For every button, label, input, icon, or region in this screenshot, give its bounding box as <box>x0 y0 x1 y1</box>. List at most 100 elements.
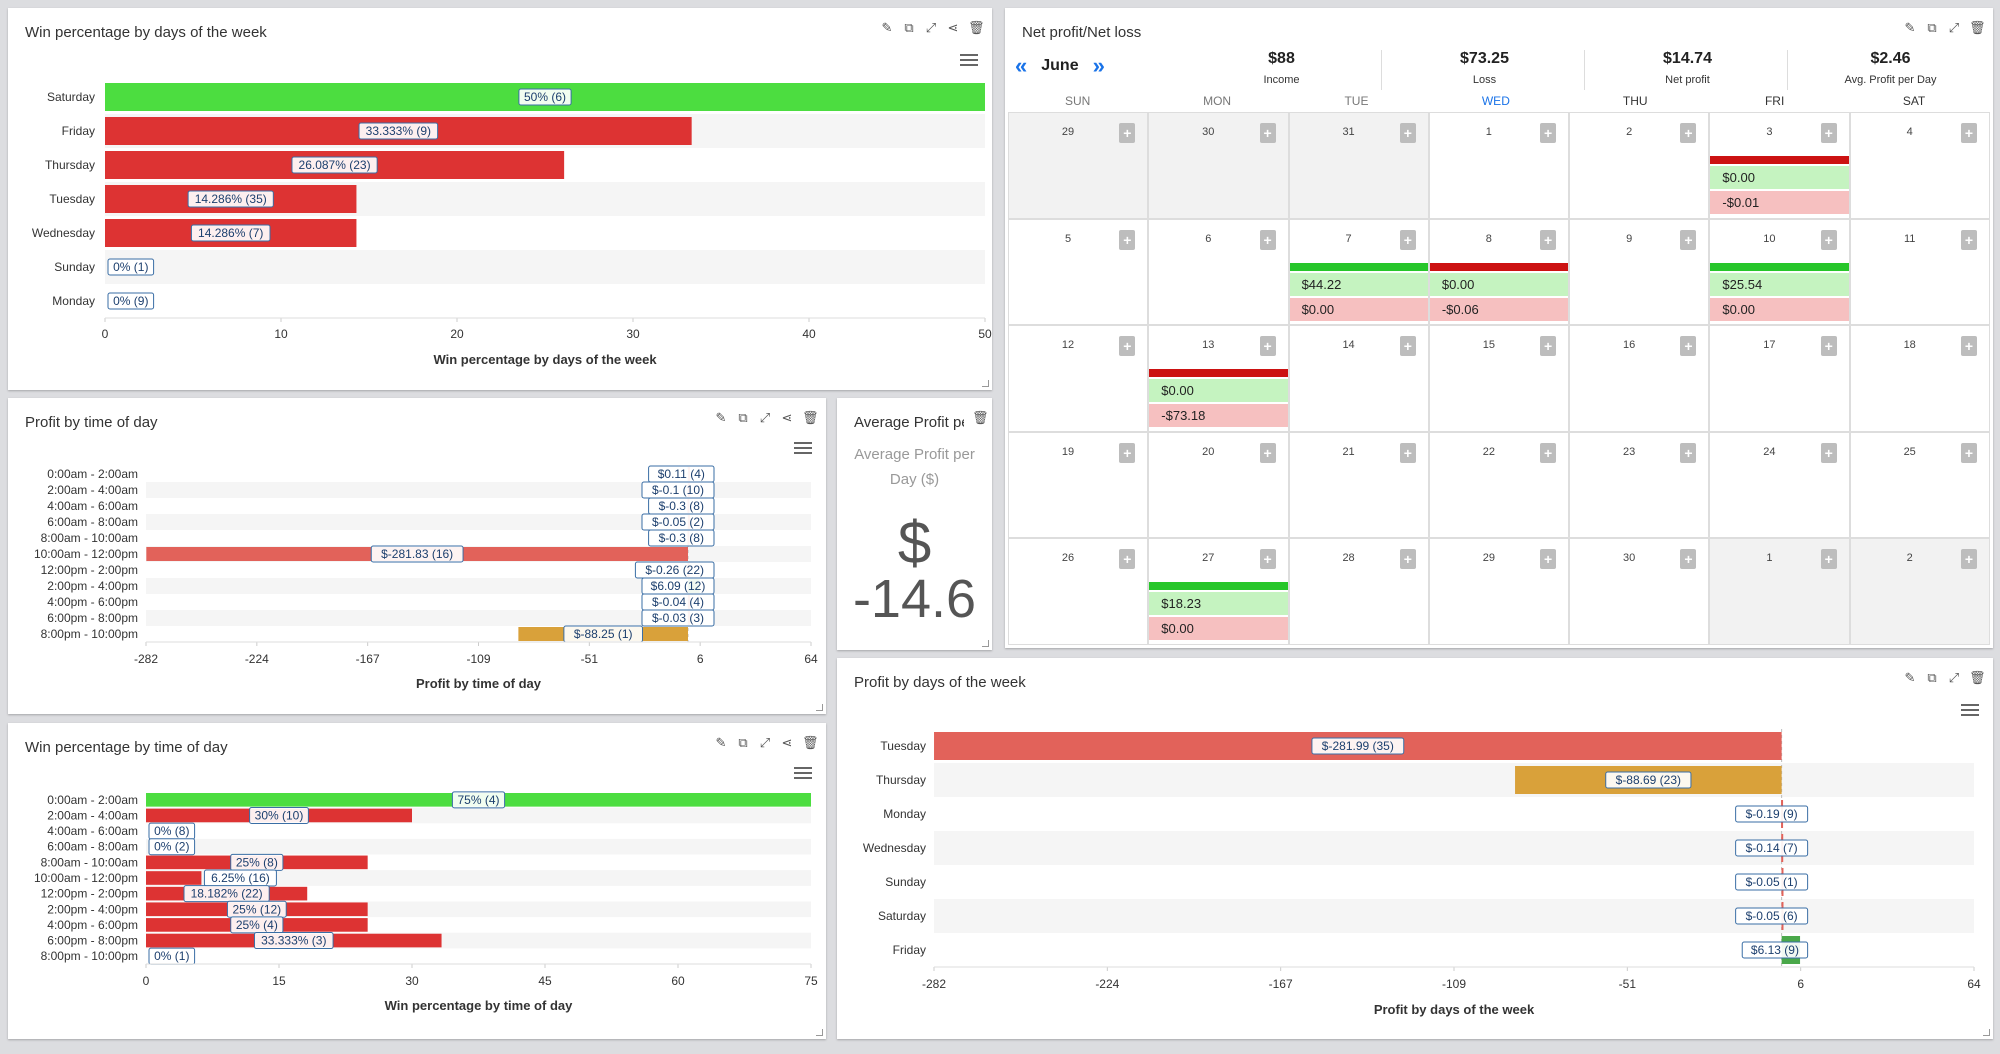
expand-icon[interactable]: ⤢ <box>925 20 937 35</box>
share-icon[interactable]: ⋖ <box>947 20 959 35</box>
add-note-icon[interactable]: + <box>1540 123 1557 143</box>
calendar-day-cell[interactable]: 24 + <box>1709 431 1850 538</box>
calendar-day-cell[interactable]: 16 + <box>1569 325 1710 432</box>
pencil-icon[interactable]: ✎ <box>1904 670 1916 685</box>
copy-icon[interactable]: ⧉ <box>738 410 748 425</box>
calendar-day-cell[interactable]: 27 + $18.23 $0.00 <box>1148 538 1289 645</box>
calendar-day-cell[interactable]: 30 + <box>1148 112 1289 219</box>
add-note-icon[interactable]: + <box>1960 549 1977 569</box>
trash-icon[interactable]: 🗑 <box>972 410 989 425</box>
calendar-day-cell[interactable]: 7 + $44.22 $0.00 <box>1288 218 1429 325</box>
add-note-icon[interactable]: + <box>1540 336 1557 356</box>
calendar-day-cell[interactable]: 21 + <box>1288 431 1429 538</box>
add-note-icon[interactable]: + <box>1820 442 1837 463</box>
add-note-icon[interactable]: + <box>1960 336 1977 356</box>
add-note-icon[interactable]: + <box>1820 549 1837 569</box>
add-note-icon[interactable]: + <box>1680 229 1697 250</box>
menu-icon[interactable] <box>794 767 812 779</box>
add-note-icon[interactable]: + <box>1399 442 1416 463</box>
add-note-icon[interactable]: + <box>1540 229 1557 250</box>
resize-handle[interactable] <box>982 380 989 387</box>
menu-icon[interactable] <box>1961 704 1979 716</box>
calendar-day-cell[interactable]: 12 + <box>1008 325 1149 432</box>
calendar-day-cell[interactable]: 4 + <box>1849 112 1990 219</box>
double-chevron-right-icon[interactable]: » <box>1092 53 1105 78</box>
calendar-day-cell[interactable]: 5 + <box>1008 218 1149 325</box>
add-note-icon[interactable]: + <box>1259 336 1276 356</box>
add-note-icon[interactable]: + <box>1960 442 1977 463</box>
add-note-icon[interactable]: + <box>1119 549 1136 569</box>
add-note-icon[interactable]: + <box>1540 549 1557 569</box>
calendar-day-cell[interactable]: 18 + <box>1849 325 1990 432</box>
calendar-day-cell[interactable]: 3 + $0.00 -$0.01 <box>1709 112 1850 219</box>
expand-icon[interactable]: ⤢ <box>1948 670 1960 685</box>
trash-icon[interactable]: 🗑 <box>802 410 819 425</box>
expand-icon[interactable]: ⤢ <box>759 410 771 425</box>
pencil-icon[interactable]: ✎ <box>715 735 727 750</box>
calendar-day-cell[interactable]: 29 + <box>1008 112 1149 219</box>
calendar-day-cell[interactable]: 1 + <box>1709 538 1850 645</box>
add-note-icon[interactable]: + <box>1119 442 1136 463</box>
resize-handle[interactable] <box>982 640 989 647</box>
calendar-day-cell[interactable]: 20 + <box>1148 431 1289 538</box>
calendar-day-cell[interactable]: 11 + <box>1849 218 1990 325</box>
calendar-day-cell[interactable]: 19 + <box>1008 431 1149 538</box>
add-note-icon[interactable]: + <box>1680 442 1697 463</box>
resize-handle[interactable] <box>1983 1029 1990 1036</box>
add-note-icon[interactable]: + <box>1820 229 1837 250</box>
calendar-day-cell[interactable]: 2 + <box>1569 112 1710 219</box>
expand-icon[interactable]: ⤢ <box>759 735 771 750</box>
calendar-day-cell[interactable]: 8 + $0.00 -$0.06 <box>1428 218 1570 325</box>
calendar-day-cell[interactable]: 30 + <box>1569 538 1710 645</box>
add-note-icon[interactable]: + <box>1259 442 1276 463</box>
pencil-icon[interactable]: ✎ <box>1904 20 1916 35</box>
calendar-day-cell[interactable]: 31 + <box>1288 112 1429 219</box>
add-note-icon[interactable]: + <box>1399 229 1416 250</box>
trash-icon[interactable]: 🗑 <box>968 20 985 35</box>
expand-icon[interactable]: ⤢ <box>1948 20 1960 35</box>
add-note-icon[interactable]: + <box>1259 229 1276 250</box>
calendar-day-cell[interactable]: 23 + <box>1569 431 1710 538</box>
trash-icon[interactable]: 🗑 <box>1969 20 1986 35</box>
pencil-icon[interactable]: ✎ <box>881 20 893 35</box>
share-icon[interactable]: ⋖ <box>781 735 793 750</box>
trash-icon[interactable]: 🗑 <box>802 735 819 750</box>
add-note-icon[interactable]: + <box>1399 336 1416 356</box>
calendar-day-cell[interactable]: 15 + <box>1428 325 1570 432</box>
double-chevron-left-icon[interactable]: « <box>1015 53 1028 78</box>
add-note-icon[interactable]: + <box>1119 336 1136 356</box>
copy-icon[interactable]: ⧉ <box>1927 20 1937 35</box>
add-note-icon[interactable]: + <box>1540 442 1557 463</box>
calendar-day-cell[interactable]: 1 + <box>1428 112 1570 219</box>
calendar-day-cell[interactable]: 17 + <box>1709 325 1850 432</box>
add-note-icon[interactable]: + <box>1820 123 1837 143</box>
add-note-icon[interactable]: + <box>1680 336 1697 356</box>
calendar-day-cell[interactable]: 10 + $25.54 $0.00 <box>1709 218 1850 325</box>
calendar-day-cell[interactable]: 6 + <box>1148 218 1289 325</box>
calendar-day-cell[interactable]: 9 + <box>1569 218 1710 325</box>
add-note-icon[interactable]: + <box>1119 123 1136 143</box>
calendar-day-cell[interactable]: 13 + $0.00 -$73.18 <box>1148 325 1289 432</box>
add-note-icon[interactable]: + <box>1680 549 1697 569</box>
menu-icon[interactable] <box>794 442 812 454</box>
add-note-icon[interactable]: + <box>1820 336 1837 356</box>
menu-icon[interactable] <box>960 54 978 66</box>
calendar-day-cell[interactable]: 26 + <box>1008 538 1149 645</box>
resize-handle[interactable] <box>816 704 823 711</box>
add-note-icon[interactable]: + <box>1259 123 1276 143</box>
resize-handle[interactable] <box>816 1029 823 1036</box>
trash-icon[interactable]: 🗑 <box>1969 670 1986 685</box>
share-icon[interactable]: ⋖ <box>781 410 793 425</box>
calendar-day-cell[interactable]: 14 + <box>1288 325 1429 432</box>
calendar-day-cell[interactable]: 29 + <box>1428 538 1570 645</box>
copy-icon[interactable]: ⧉ <box>738 735 748 750</box>
add-note-icon[interactable]: + <box>1399 123 1416 143</box>
calendar-day-cell[interactable]: 22 + <box>1428 431 1570 538</box>
add-note-icon[interactable]: + <box>1960 229 1977 250</box>
add-note-icon[interactable]: + <box>1259 549 1276 569</box>
pencil-icon[interactable]: ✎ <box>715 410 727 425</box>
copy-icon[interactable]: ⧉ <box>1927 670 1937 685</box>
add-note-icon[interactable]: + <box>1119 229 1136 250</box>
add-note-icon[interactable]: + <box>1680 123 1697 143</box>
calendar-day-cell[interactable]: 25 + <box>1849 431 1990 538</box>
